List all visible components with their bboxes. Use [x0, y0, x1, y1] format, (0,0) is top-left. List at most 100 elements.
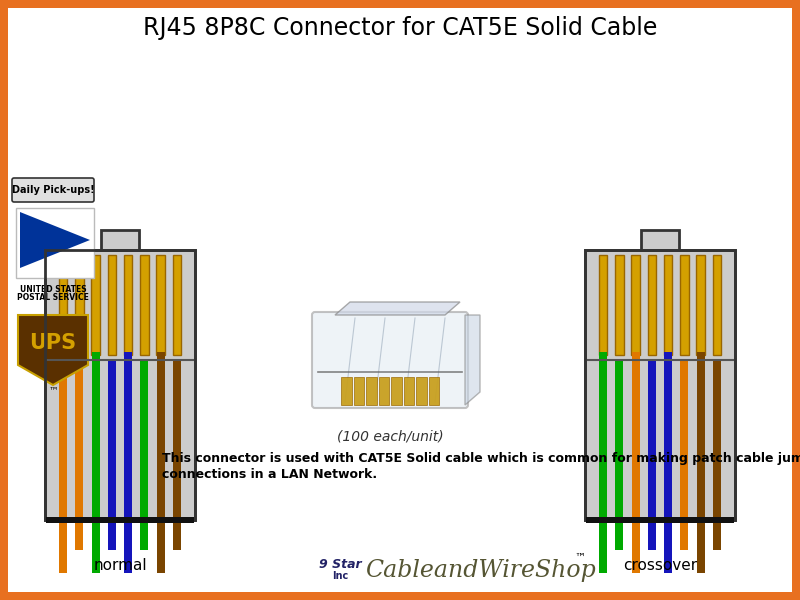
Bar — [599, 255, 607, 355]
Bar — [59, 502, 67, 518]
Text: UNITED STATES: UNITED STATES — [20, 286, 86, 295]
Bar — [59, 365, 67, 383]
Bar — [632, 379, 639, 397]
Bar — [632, 420, 639, 437]
Bar — [664, 447, 672, 464]
Bar — [664, 406, 672, 424]
Bar — [92, 556, 99, 573]
Bar — [697, 461, 705, 478]
Bar — [599, 515, 607, 532]
Bar — [124, 406, 132, 424]
Bar — [124, 365, 132, 383]
Bar — [664, 488, 672, 505]
Bar — [92, 360, 99, 550]
Bar — [59, 379, 67, 397]
Bar — [124, 255, 132, 355]
Bar — [157, 365, 165, 383]
Bar — [648, 255, 656, 355]
Bar — [664, 542, 672, 559]
Bar — [124, 379, 132, 397]
Bar — [648, 360, 656, 550]
Bar — [92, 447, 99, 464]
Bar — [632, 529, 639, 545]
Text: RJ45 8P8C Connector for CAT5E Solid Cable: RJ45 8P8C Connector for CAT5E Solid Cabl… — [143, 16, 657, 40]
Bar — [664, 420, 672, 437]
Polygon shape — [18, 315, 88, 385]
Bar — [92, 461, 99, 478]
Bar — [697, 488, 705, 505]
Bar — [157, 488, 165, 505]
Bar — [157, 393, 165, 410]
Bar — [697, 393, 705, 410]
Bar — [157, 360, 165, 550]
Bar — [59, 420, 67, 437]
Bar — [124, 461, 132, 478]
Bar — [664, 461, 672, 478]
Bar — [632, 502, 639, 518]
Bar — [59, 406, 67, 424]
Bar — [632, 556, 639, 573]
Bar — [713, 255, 721, 355]
Bar — [391, 377, 402, 405]
Bar — [124, 488, 132, 505]
Bar — [696, 255, 705, 355]
Bar — [664, 352, 672, 369]
Bar — [599, 529, 607, 545]
Bar — [632, 488, 639, 505]
Bar — [75, 255, 84, 355]
Bar — [632, 352, 639, 369]
Bar — [697, 420, 705, 437]
Bar — [124, 529, 132, 545]
Bar — [599, 420, 607, 437]
Bar — [157, 515, 165, 532]
Bar — [697, 447, 705, 464]
Text: CableandWireShop: CableandWireShop — [365, 559, 595, 581]
Text: UPS: UPS — [30, 333, 77, 353]
Bar — [680, 255, 689, 355]
Bar — [92, 365, 99, 383]
Bar — [157, 529, 165, 545]
Bar — [599, 360, 607, 550]
Bar — [632, 360, 639, 550]
Bar — [59, 556, 67, 573]
Bar — [664, 379, 672, 397]
Bar — [59, 255, 67, 355]
Bar — [632, 461, 639, 478]
Bar — [92, 393, 99, 410]
Bar — [641, 230, 679, 250]
Bar — [599, 556, 607, 573]
Bar — [108, 360, 116, 550]
Bar — [157, 406, 165, 424]
Bar — [157, 420, 165, 437]
Bar — [599, 406, 607, 424]
Bar — [59, 515, 67, 532]
Bar — [92, 406, 99, 424]
Bar — [599, 502, 607, 518]
Bar — [585, 250, 735, 520]
Bar — [403, 377, 414, 405]
Bar — [157, 474, 165, 491]
Bar — [92, 352, 99, 369]
Bar — [124, 420, 132, 437]
Bar — [101, 230, 139, 250]
Bar — [124, 474, 132, 491]
Bar — [157, 447, 165, 464]
Bar — [124, 360, 132, 550]
Bar — [45, 250, 195, 520]
Bar — [681, 360, 688, 550]
Bar — [697, 502, 705, 518]
Bar — [75, 360, 83, 550]
Bar — [599, 542, 607, 559]
Text: 9 Star: 9 Star — [318, 557, 362, 571]
Polygon shape — [335, 302, 460, 315]
Bar — [124, 447, 132, 464]
Bar — [615, 255, 624, 355]
Bar — [697, 406, 705, 424]
Text: Inc: Inc — [332, 571, 348, 581]
Bar — [697, 556, 705, 573]
Bar — [140, 255, 149, 355]
Bar — [664, 360, 672, 550]
Polygon shape — [465, 315, 480, 405]
Bar — [92, 474, 99, 491]
Bar — [664, 474, 672, 491]
